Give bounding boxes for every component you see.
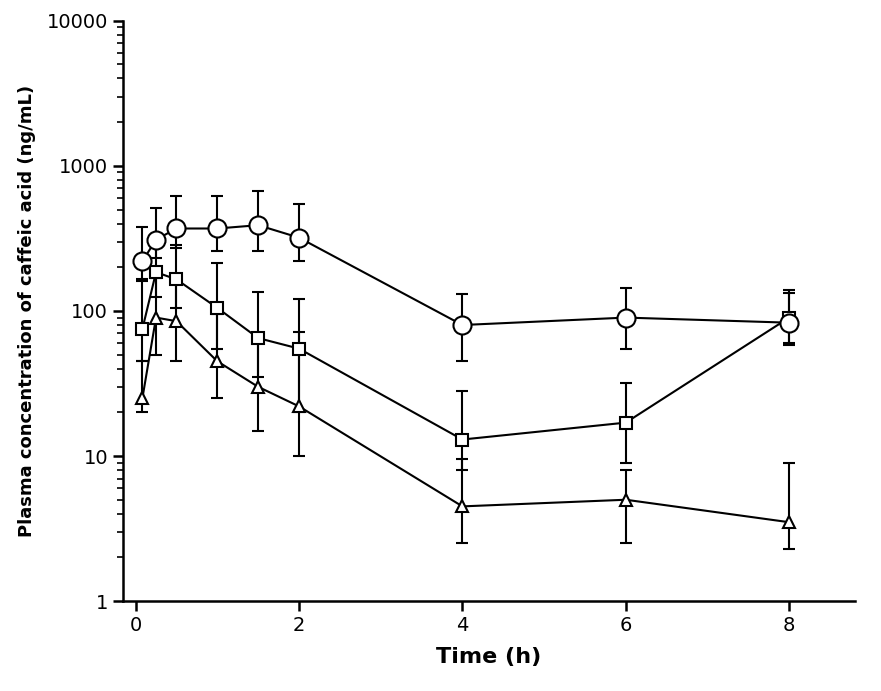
Y-axis label: Plasma concentration of caffeic acid (ng/mL): Plasma concentration of caffeic acid (ng… xyxy=(18,85,35,537)
X-axis label: Time (h): Time (h) xyxy=(436,647,542,667)
